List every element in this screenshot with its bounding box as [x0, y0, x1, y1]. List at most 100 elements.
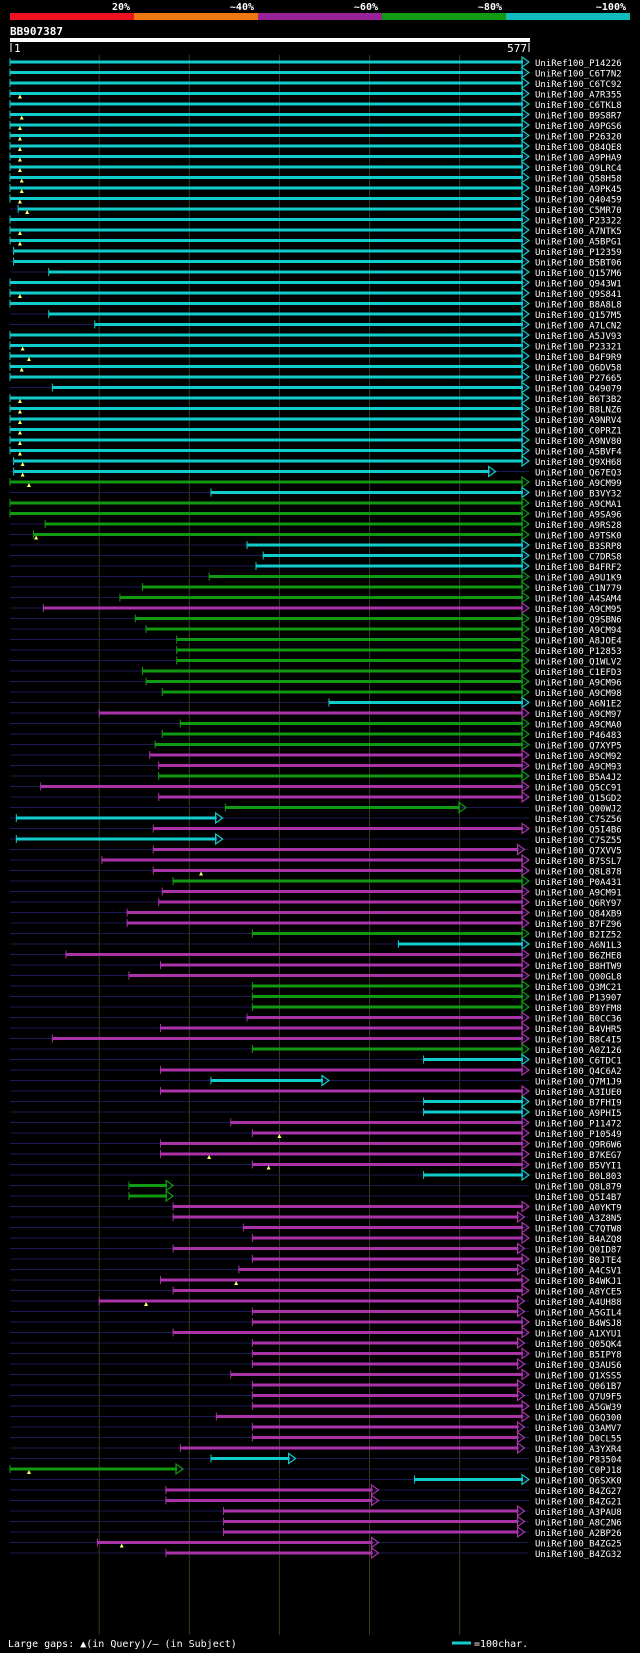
- hit-label[interactable]: UniRef100_P10549: [535, 1130, 622, 1140]
- hit-label[interactable]: UniRef100_A9CM98: [535, 689, 622, 699]
- hit-label[interactable]: UniRef100_A6N1L3: [535, 941, 622, 951]
- hit-label[interactable]: UniRef100_B6ZHE8: [535, 952, 622, 962]
- hit-label[interactable]: UniRef100_Q9S841: [535, 290, 622, 300]
- hit-label[interactable]: UniRef100_Q943W1: [535, 280, 622, 290]
- hit-label[interactable]: UniRef100_P23321: [535, 343, 622, 353]
- hit-label[interactable]: UniRef100_A7LCN2: [535, 322, 622, 332]
- hit-label[interactable]: UniRef100_P26320: [535, 133, 622, 143]
- hit-label[interactable]: UniRef100_Q3MC21: [535, 983, 622, 993]
- hit-label[interactable]: UniRef100_B5VYI1: [535, 1162, 622, 1172]
- hit-label[interactable]: UniRef100_A9CM93: [535, 763, 622, 773]
- hit-label[interactable]: UniRef100_Q05QK4: [535, 1340, 622, 1350]
- hit-label[interactable]: UniRef100_A3YXR4: [535, 1445, 622, 1455]
- hit-label[interactable]: UniRef100_C6TC92: [535, 80, 622, 90]
- hit-label[interactable]: UniRef100_C6T7N2: [535, 70, 622, 80]
- hit-label[interactable]: UniRef100_A7NTK5: [535, 227, 622, 237]
- hit-label[interactable]: UniRef100_Q9R6W6: [535, 1141, 622, 1151]
- hit-label[interactable]: UniRef100_B7SSL7: [535, 857, 622, 867]
- hit-label[interactable]: UniRef100_B7KEG7: [535, 1151, 622, 1161]
- hit-label[interactable]: UniRef100_A9PHI5: [535, 1109, 622, 1119]
- hit-label[interactable]: UniRef100_P23322: [535, 217, 622, 227]
- hit-label[interactable]: UniRef100_A9CM97: [535, 710, 622, 720]
- hit-label[interactable]: UniRef100_B2IZ52: [535, 931, 622, 941]
- hit-label[interactable]: UniRef100_A9U1K9: [535, 574, 622, 584]
- hit-label[interactable]: UniRef100_A4UH88: [535, 1298, 622, 1308]
- hit-label[interactable]: UniRef100_C7DRS8: [535, 553, 622, 563]
- hit-label[interactable]: UniRef100_Q157M6: [535, 269, 622, 279]
- hit-label[interactable]: UniRef100_A9CM94: [535, 626, 622, 636]
- hit-label[interactable]: UniRef100_A9RS28: [535, 521, 622, 531]
- hit-label[interactable]: UniRef100_A8C2N6: [535, 1519, 622, 1529]
- hit-label[interactable]: UniRef100_A6N1E2: [535, 700, 622, 710]
- hit-label[interactable]: UniRef100_Q157M5: [535, 311, 622, 321]
- hit-label[interactable]: UniRef100_C7QTW8: [535, 1225, 622, 1235]
- hit-label[interactable]: UniRef100_B8HTW9: [535, 962, 622, 972]
- hit-label[interactable]: UniRef100_C5MR70: [535, 206, 622, 216]
- hit-label[interactable]: UniRef100_A9SA96: [535, 511, 622, 521]
- hit-label[interactable]: UniRef100_Q8L879: [535, 1183, 622, 1193]
- hit-label[interactable]: UniRef100_B5A4J2: [535, 773, 622, 783]
- hit-label[interactable]: UniRef100_B4ZG27: [535, 1487, 622, 1497]
- hit-label[interactable]: UniRef100_B4WKJ1: [535, 1277, 622, 1287]
- hit-label[interactable]: UniRef100_C6TKL8: [535, 101, 622, 111]
- hit-label[interactable]: UniRef100_B0CC36: [535, 1015, 622, 1025]
- hit-label[interactable]: UniRef100_Q84QE8: [535, 143, 622, 153]
- hit-label[interactable]: UniRef100_Q5CC91: [535, 784, 622, 794]
- hit-label[interactable]: UniRef100_A8JOE4: [535, 637, 622, 647]
- hit-label[interactable]: UniRef100_B4AZQ8: [535, 1235, 622, 1245]
- hit-label[interactable]: UniRef100_B4ZG25: [535, 1540, 622, 1550]
- hit-label[interactable]: UniRef100_A9CM99: [535, 479, 622, 489]
- hit-label[interactable]: UniRef100_B4FRF2: [535, 563, 622, 573]
- hit-label[interactable]: UniRef100_B9YFM8: [535, 1004, 622, 1014]
- hit-label[interactable]: UniRef100_Q8L878: [535, 868, 622, 878]
- hit-label[interactable]: UniRef100_A5JV93: [535, 332, 622, 342]
- hit-label[interactable]: UniRef100_Q3AUS6: [535, 1361, 622, 1371]
- hit-label[interactable]: UniRef100_P83504: [535, 1456, 622, 1466]
- hit-label[interactable]: UniRef100_A5GW39: [535, 1403, 622, 1413]
- hit-label[interactable]: UniRef100_Q3AMV7: [535, 1424, 622, 1434]
- hit-label[interactable]: UniRef100_Q7M1J9: [535, 1078, 622, 1088]
- hit-label[interactable]: UniRef100_A9NRV4: [535, 416, 622, 426]
- hit-label[interactable]: UniRef100_Q58H58: [535, 175, 622, 185]
- hit-label[interactable]: UniRef100_B7FZ96: [535, 920, 622, 930]
- hit-label[interactable]: UniRef100_A5BPG1: [535, 238, 622, 248]
- hit-label[interactable]: UniRef100_P11472: [535, 1120, 622, 1130]
- hit-label[interactable]: UniRef100_B4F9R9: [535, 353, 622, 363]
- hit-label[interactable]: UniRef100_Q0ID87: [535, 1246, 622, 1256]
- hit-label[interactable]: UniRef100_A4CSV1: [535, 1267, 622, 1277]
- hit-label[interactable]: UniRef100_Q7XVV5: [535, 847, 622, 857]
- hit-label[interactable]: UniRef100_C0PJ18: [535, 1466, 622, 1476]
- hit-label[interactable]: UniRef100_P12853: [535, 647, 622, 657]
- hit-label[interactable]: UniRef100_B5IPY8: [535, 1351, 622, 1361]
- hit-label[interactable]: UniRef100_B3SRP8: [535, 542, 622, 552]
- hit-label[interactable]: UniRef100_A5BVF4: [535, 448, 622, 458]
- hit-label[interactable]: UniRef100_P27665: [535, 374, 622, 384]
- hit-label[interactable]: UniRef100_B4VHR5: [535, 1025, 622, 1035]
- hit-label[interactable]: UniRef100_P46483: [535, 731, 622, 741]
- hit-label[interactable]: UniRef100_Q15GD2: [535, 794, 622, 804]
- hit-label[interactable]: UniRef100_A9PHA9: [535, 154, 622, 164]
- hit-label[interactable]: UniRef100_Q7XYP5: [535, 742, 622, 752]
- hit-label[interactable]: UniRef100_P12359: [535, 248, 622, 258]
- hit-label[interactable]: UniRef100_Q6Q300: [535, 1414, 622, 1424]
- hit-label[interactable]: UniRef100_P13907: [535, 994, 622, 1004]
- hit-label[interactable]: UniRef100_Q4C6A2: [535, 1067, 622, 1077]
- hit-label[interactable]: UniRef100_Q00GL8: [535, 973, 622, 983]
- hit-label[interactable]: UniRef100_C7SZ55: [535, 836, 622, 846]
- hit-label[interactable]: UniRef100_A8YCE5: [535, 1288, 622, 1298]
- hit-label[interactable]: UniRef100_B5BT06: [535, 259, 622, 269]
- hit-label[interactable]: UniRef100_B6T3B2: [535, 395, 622, 405]
- hit-label[interactable]: UniRef100_B8LNZ6: [535, 406, 622, 416]
- hit-label[interactable]: UniRef100_A0YKT9: [535, 1204, 622, 1214]
- hit-label[interactable]: UniRef100_C7SZ56: [535, 815, 622, 825]
- hit-label[interactable]: UniRef100_Q061B7: [535, 1382, 622, 1392]
- hit-label[interactable]: UniRef100_Q5I4B6: [535, 826, 622, 836]
- hit-label[interactable]: UniRef100_A9PGS6: [535, 122, 622, 132]
- hit-label[interactable]: UniRef100_B3VY32: [535, 490, 622, 500]
- hit-label[interactable]: UniRef100_D0CL55: [535, 1435, 622, 1445]
- hit-label[interactable]: UniRef100_Q6DV58: [535, 364, 622, 374]
- hit-label[interactable]: UniRef100_A2BP26: [535, 1529, 622, 1539]
- hit-label[interactable]: UniRef100_C1N779: [535, 584, 622, 594]
- hit-label[interactable]: UniRef100_B0JTE4: [535, 1256, 622, 1266]
- hit-label[interactable]: UniRef100_A9CM95: [535, 605, 622, 615]
